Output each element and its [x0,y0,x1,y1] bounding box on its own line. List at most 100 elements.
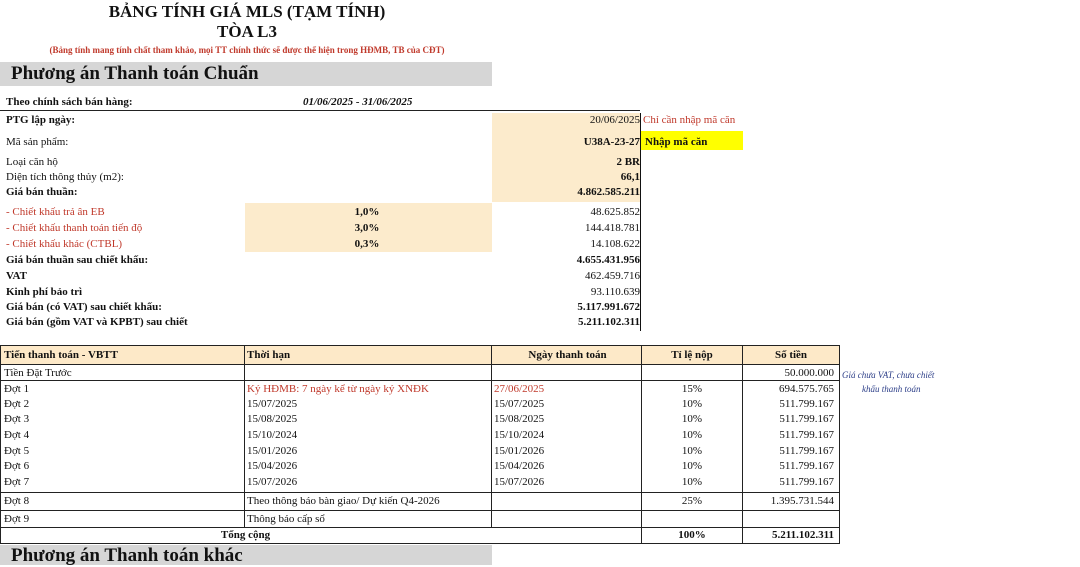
table-header: Thời hạn [247,349,291,361]
total-value: 4.655.431.956 [576,254,640,266]
payment-term: Thông báo cấp sổ [247,513,325,525]
next-section-title: Phương án Thanh toán khác [11,545,243,566]
total-row-amount: 5.211.102.311 [771,529,834,541]
table-header-fill [0,346,840,364]
table-line [641,345,642,544]
payment-amount: 50.000.000 [784,367,835,379]
area-value: 66,1 [620,171,640,183]
table-line [742,345,743,544]
ptg-hint: Chỉ cần nhập mã căn [643,114,736,126]
side-note: khấu thanh toán [862,384,921,394]
payment-amount: 511.799.167 [779,398,834,410]
payment-name: Tiền Đặt Trước [4,367,72,379]
building-title: TÒA L3 [217,22,277,41]
payment-name: Đợt 9 [4,513,30,525]
payment-term: 15/04/2026 [247,460,298,472]
payment-amount: 511.799.167 [779,460,834,472]
total-row-label: Tổng cộng [220,529,271,541]
payment-rate: 15% [681,383,703,395]
apartment-type-label: Loại căn hộ [6,156,58,168]
payment-term: Ký HĐMB: 7 ngày kể từ ngày ký XNĐK [247,383,429,395]
total-label: Giá bán (có VAT) sau chiết khấu: [6,301,162,313]
product-hint-highlight [641,131,743,150]
ptg-label: PTG lập ngày: [6,114,76,126]
payment-rate: 10% [681,429,703,441]
payment-date: 15/10/2024 [494,429,545,441]
table-line [0,510,840,511]
discount-amount: 14.108.622 [590,238,641,250]
plan-title: Phương án Thanh toán Chuẩn [11,63,259,84]
payment-date: 15/04/2026 [494,460,545,472]
payment-amount: 694.575.765 [779,383,834,395]
payment-amount: 1.395.731.544 [770,495,834,507]
payment-name: Đợt 7 [4,476,30,488]
payment-term: Theo thông báo bàn giao/ Dự kiến Q4-2026 [247,495,440,507]
payment-name: Đợt 8 [4,495,30,507]
table-line [491,345,492,527]
payment-amount: 511.799.167 [779,429,834,441]
info-block-border [640,113,641,331]
sheet-title: BẢNG TÍNH GIÁ MLS (TẠM TÍNH) [108,2,386,21]
discount-label: - Chiết khấu trả ân EB [6,206,105,218]
table-header: Tỉ lệ nộp [671,349,713,361]
payment-amount: 511.799.167 [779,413,834,425]
payment-name: Đợt 2 [4,398,30,410]
payment-date: 15/01/2026 [494,445,545,457]
payment-term: 15/07/2025 [247,398,298,410]
payment-name: Đợt 5 [4,445,30,457]
payment-rate: 10% [681,445,703,457]
apartment-type-value: 2 BR [616,156,640,168]
total-row-rate: 100% [678,529,706,541]
table-line [0,345,1,544]
total-label: VAT [6,270,27,282]
total-value: 5.117.991.672 [577,301,640,313]
net-price-value: 4.862.585.211 [577,186,640,198]
policy-label: Theo chính sách bán hàng: [6,96,133,108]
table-line [0,364,840,365]
total-value: 462.459.716 [585,270,640,282]
total-label: Kinh phí bảo trì [6,286,83,298]
payment-term: 15/10/2024 [247,429,298,441]
discount-percent: 1,0% [354,206,380,218]
discount-percent-fill [245,203,492,252]
payment-date: 15/08/2025 [494,413,545,425]
plan-section-bar: Phương án Thanh toán Chuẩn [0,62,492,86]
payment-rate: 10% [681,413,703,425]
payment-term: 15/07/2026 [247,476,298,488]
policy-period: 01/06/2025 - 31/06/2025 [303,96,413,108]
payment-amount: 511.799.167 [779,476,834,488]
total-label: Giá bán (gồm VAT và KPBT) sau chiết [6,316,188,328]
payment-name: Đợt 6 [4,460,30,472]
payment-name: Đợt 1 [4,383,30,395]
policy-underline [0,110,640,111]
payment-rate: 25% [681,495,703,507]
net-price-label: Giá bán thuần: [6,186,78,198]
next-section-bar: Phương án Thanh toán khác [0,545,492,566]
table-header: Ngày thanh toán [528,349,607,361]
discount-percent: 3,0% [354,222,380,234]
input-area-fill [492,113,640,202]
table-line [839,345,840,544]
payment-rate: 10% [681,460,703,472]
product-hint: Nhập mã căn [645,136,708,148]
table-header: Tiến thanh toán - VBTT [4,349,118,361]
area-label: Diện tích thông thủy (m2): [6,171,124,183]
table-line [0,543,840,544]
side-note: Giá chưa VAT, chưa chiết [842,370,935,380]
payment-date: 15/07/2026 [494,476,545,488]
table-line [0,345,840,346]
payment-rate: 10% [681,476,703,488]
table-header: Số tiền [774,349,808,361]
payment-term: 15/01/2026 [247,445,298,457]
table-line [0,492,840,493]
product-code[interactable]: U38A-23-27 [583,136,640,148]
payment-rate: 10% [681,398,703,410]
table-line [244,345,245,527]
payment-amount: 511.799.167 [779,445,834,457]
payment-date: 27/06/2025 [494,383,545,395]
ptg-date[interactable]: 20/06/2025 [589,114,640,126]
discount-amount: 48.625.852 [590,206,641,218]
payment-name: Đợt 3 [4,413,30,425]
total-label: Giá bán thuần sau chiết khấu: [6,254,149,266]
discount-amount: 144.418.781 [585,222,640,234]
